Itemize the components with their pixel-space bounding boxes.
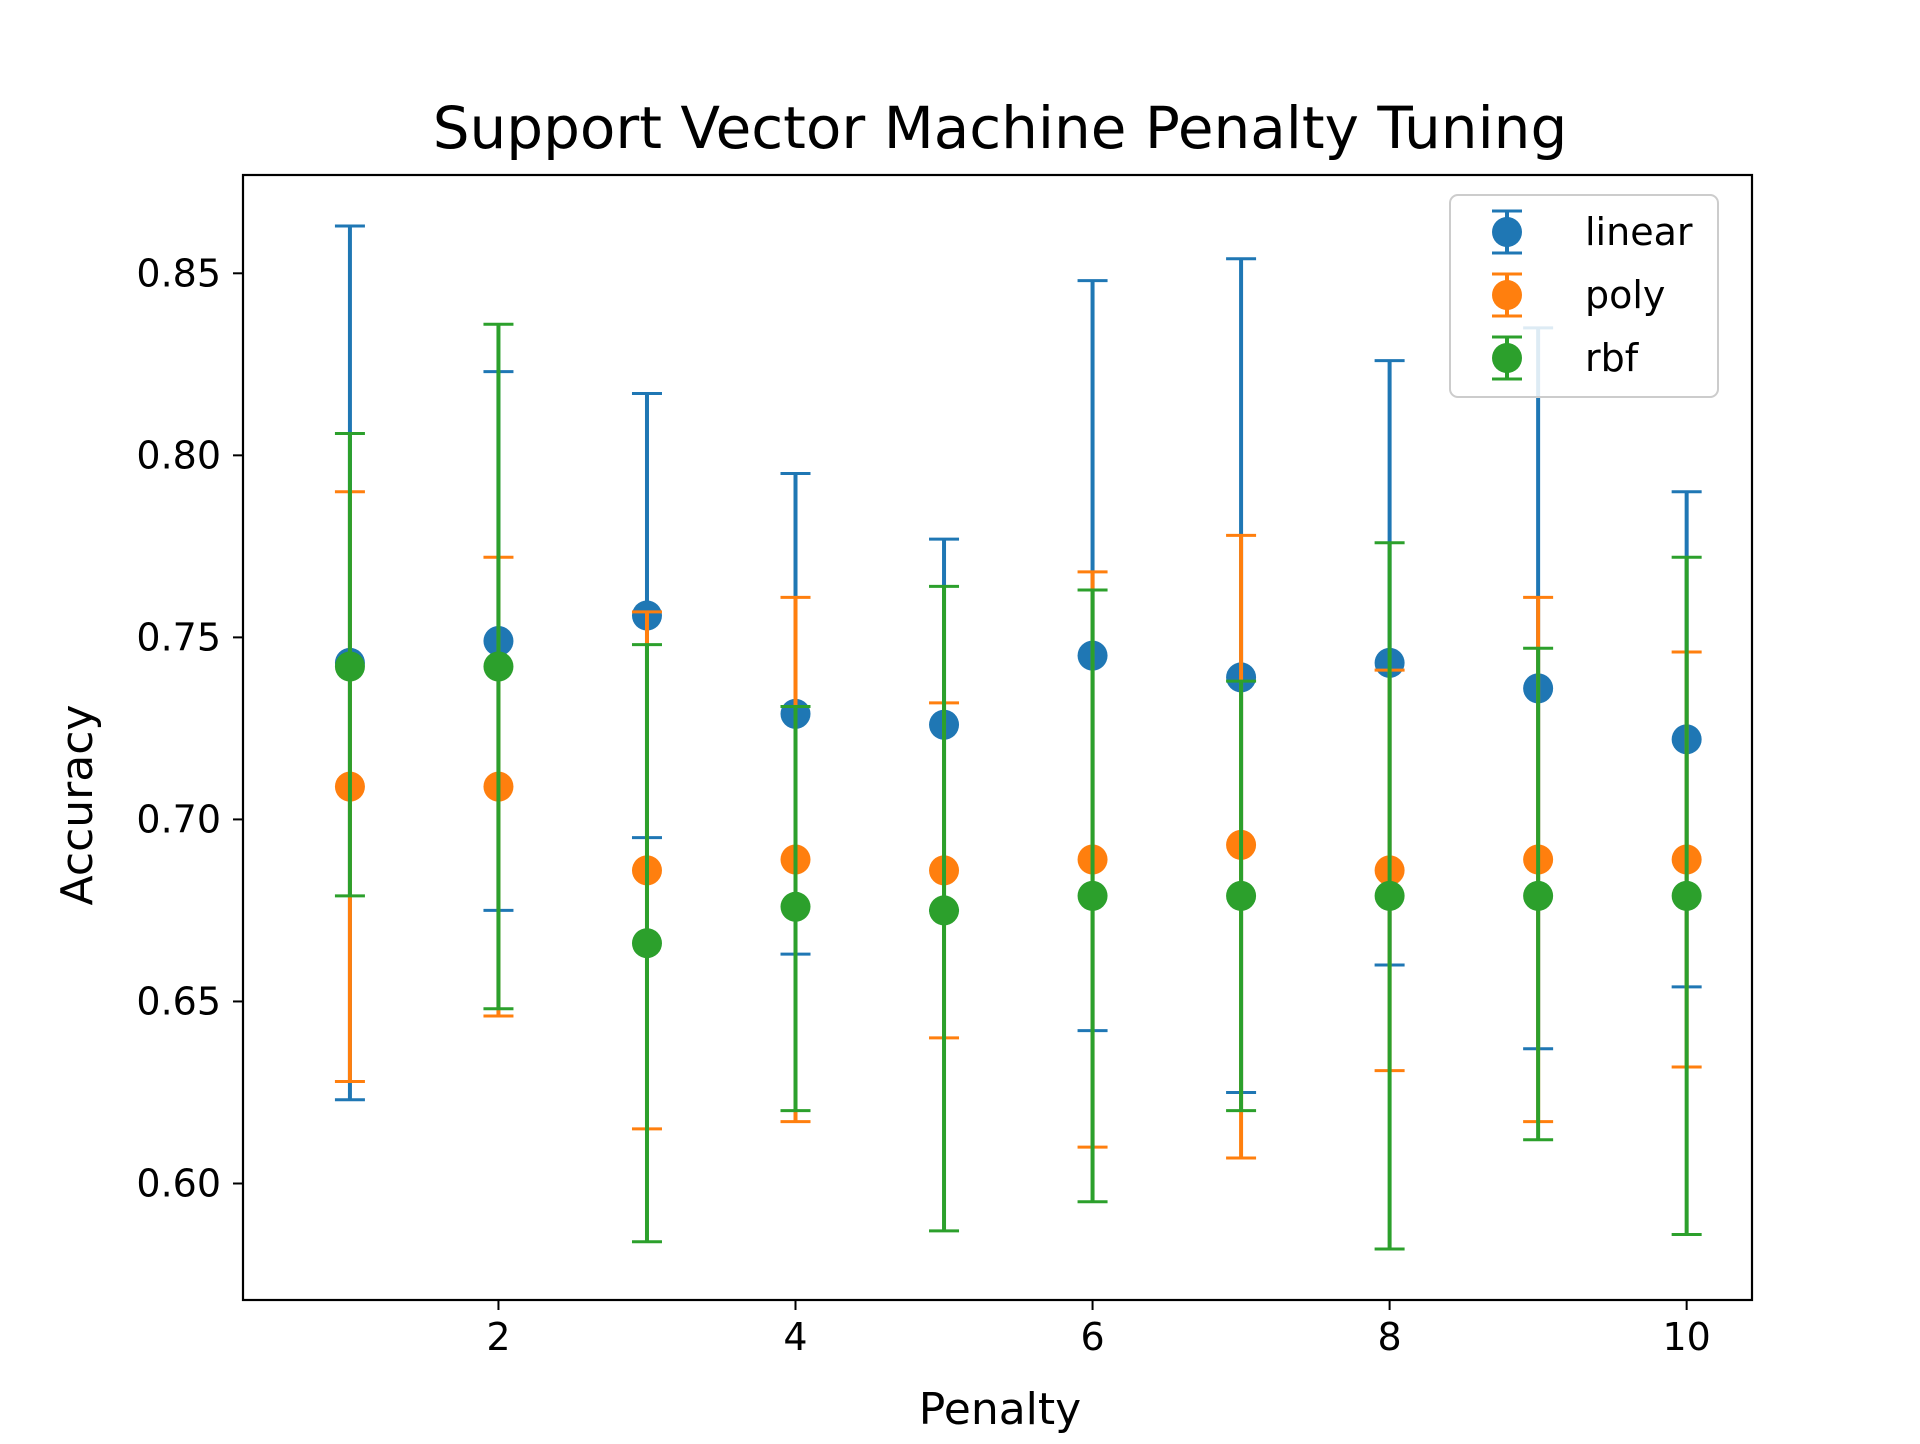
x-tick-label: 6 (1080, 1315, 1104, 1359)
x-tick-label: 10 (1662, 1315, 1710, 1359)
rbf-point (1077, 880, 1108, 911)
legend-marker (1492, 343, 1522, 373)
legend-label: rbf (1585, 336, 1640, 380)
series-rbf (334, 322, 1702, 1251)
legend-marker (1492, 280, 1522, 310)
legend: linear poly rbf (1449, 194, 1719, 398)
rbf-point (631, 928, 662, 959)
legend-label: poly (1585, 273, 1665, 317)
y-tick-label: 0.80 (136, 433, 221, 477)
rbf-point (1374, 880, 1405, 911)
legend-label: linear (1585, 210, 1693, 254)
legend-item-rbf: rbf (1492, 335, 1640, 381)
legend-marker (1492, 217, 1522, 247)
axes-frame (241, 173, 1754, 1302)
x-tick-label: 4 (783, 1315, 807, 1359)
y-tick-label: 0.85 (136, 251, 221, 295)
y-tick-label: 0.75 (136, 615, 221, 659)
rbf-point (1671, 880, 1702, 911)
x-axis-label: Penalty (919, 1384, 1081, 1435)
plot-area (334, 224, 1702, 1251)
rbf-point (780, 891, 811, 922)
y-tick-label: 0.65 (136, 979, 221, 1023)
legend-box (1449, 194, 1719, 398)
chart-title: Support Vector Machine Penalty Tuning (433, 94, 1568, 162)
y-axis-label: Accuracy (52, 705, 103, 906)
x-tick-label: 2 (486, 1315, 510, 1359)
axes: 2 4 6 8 10 0.60 0.65 0.70 0.75 0.80 0.85 (136, 173, 1754, 1359)
legend-item-linear: linear (1492, 209, 1693, 255)
x-tick-label: 8 (1378, 1315, 1402, 1359)
legend-item-poly: poly (1492, 272, 1665, 318)
y-tick-label: 0.70 (136, 797, 221, 841)
rbf-point (929, 895, 960, 926)
rbf-point (483, 651, 514, 682)
rbf-point (1523, 880, 1554, 911)
rbf-point (1226, 880, 1257, 911)
y-tick-label: 0.60 (136, 1161, 221, 1205)
rbf-point (334, 651, 365, 682)
